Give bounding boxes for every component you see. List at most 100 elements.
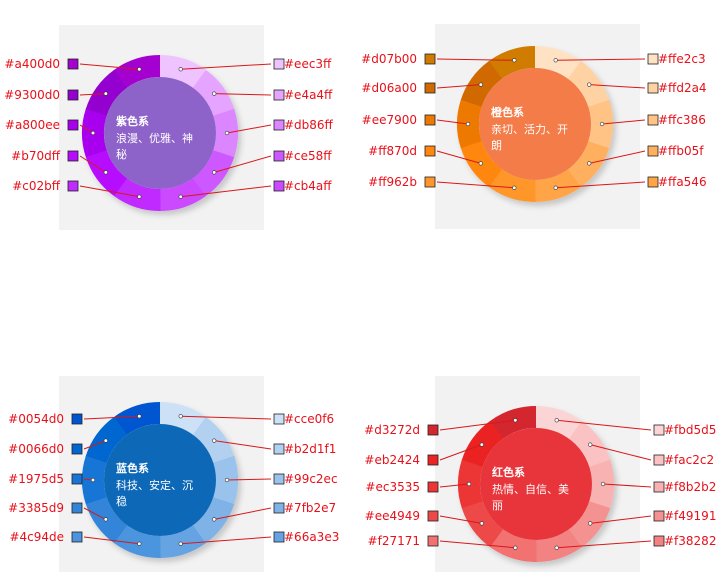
hex-label: #ee4949: [365, 509, 420, 523]
leader-anchor: [103, 170, 108, 175]
palette-title: 蓝色系: [116, 461, 149, 475]
hex-label: #9300d0: [4, 88, 60, 102]
ring-segment-right: [159, 525, 206, 559]
leader-anchor: [478, 82, 483, 87]
color-swatch: [273, 119, 285, 131]
color-swatch: [424, 114, 436, 126]
leader-anchor: [513, 545, 518, 550]
hex-label: #b70dff: [11, 149, 61, 163]
leader-line: [226, 478, 272, 481]
leader-line: [79, 185, 140, 198]
hex-label: #0066d0: [8, 442, 64, 456]
leader-line: [180, 185, 272, 198]
leader-line: [214, 440, 272, 450]
hex-label: #0054d0: [8, 412, 64, 426]
color-swatch: [71, 473, 83, 485]
color-swatch: [647, 114, 659, 126]
leader-anchor: [588, 442, 593, 447]
hex-label: #ffb05f: [658, 144, 704, 158]
donut-center: [104, 424, 216, 536]
leader-anchor: [103, 438, 108, 443]
leader-line: [436, 84, 481, 89]
leader-anchor: [588, 521, 593, 526]
ring-segment-right: [534, 169, 581, 202]
hex-label: #ce58ff: [284, 149, 332, 163]
leader-line: [79, 93, 106, 96]
hex-label: #cb4aff: [284, 179, 332, 193]
leader-anchor: [466, 481, 472, 487]
color-swatch: [424, 145, 436, 157]
leader-line: [556, 540, 652, 549]
leader-anchor: [554, 545, 559, 550]
ring-segment-left: [113, 402, 160, 435]
ring-segment-left: [490, 529, 537, 562]
leader-anchor: [90, 477, 96, 483]
palette-title: 紫色系: [116, 114, 149, 128]
leader-line: [436, 181, 515, 189]
hex-label: #f38282: [664, 534, 716, 548]
leader-anchor: [212, 517, 217, 522]
leader-anchor: [212, 91, 217, 96]
leader-line: [180, 415, 272, 420]
palette-description: 秘: [116, 147, 127, 161]
hex-label: #d06a00: [361, 81, 417, 95]
leader-anchor: [224, 477, 230, 483]
palette-description: 热情、自信、美: [492, 483, 569, 496]
donut-center: [479, 68, 591, 180]
ring-segment-right: [160, 402, 207, 435]
leader-anchor: [178, 541, 183, 546]
hex-label: #d3272d: [364, 423, 420, 437]
leader-line: [226, 124, 272, 134]
leader-line: [436, 119, 469, 125]
color-swatch: [647, 53, 659, 65]
leader-line: [436, 150, 481, 164]
palette-description: 朗: [491, 139, 502, 152]
leader-line: [590, 444, 652, 461]
leader-anchor: [553, 58, 558, 63]
leader-line: [439, 483, 470, 488]
leader-anchor: [224, 130, 230, 136]
leader-anchor: [512, 58, 517, 63]
leader-line: [439, 540, 516, 549]
palette-description: 稳: [116, 494, 127, 508]
leader-line: [83, 415, 140, 420]
hex-label: #ffd2a4: [658, 81, 707, 95]
leader-line: [83, 536, 140, 545]
palette-description: 浪漫、优雅、神: [116, 131, 193, 145]
hex-label: #3385d9: [8, 501, 64, 515]
color-swatch: [67, 58, 79, 70]
ring-segment-left: [489, 406, 536, 439]
color-swatch: [427, 481, 439, 493]
ring-segment-right: [160, 55, 207, 88]
color-swatch: [67, 180, 79, 192]
hex-label: #99c2ec: [284, 472, 338, 486]
hex-label: #ff870d: [368, 144, 417, 158]
ring-segment-right: [535, 46, 582, 79]
leader-anchor: [178, 414, 183, 419]
hex-label: #e4a4ff: [284, 88, 333, 102]
color-swatch: [71, 413, 83, 425]
leader-anchor: [103, 517, 108, 522]
leader-anchor: [587, 82, 592, 87]
color-swatch: [273, 89, 285, 101]
hex-label: #a400d0: [4, 57, 60, 71]
leader-anchor: [178, 67, 183, 72]
color-swatch: [67, 150, 79, 162]
color-swatch: [71, 531, 83, 543]
leader-line: [556, 419, 652, 431]
color-swatch: [273, 473, 285, 485]
color-swatch: [273, 413, 285, 425]
color-swatch: [653, 510, 665, 522]
color-swatch: [427, 510, 439, 522]
leader-anchor: [90, 130, 96, 136]
hex-label: #b2d1f1: [284, 442, 336, 456]
color-swatch: [653, 454, 665, 466]
hex-label: #ee7900: [362, 113, 417, 127]
hex-label: #66a3e3: [284, 530, 339, 544]
color-swatch: [424, 82, 436, 94]
hex-label: #ec3535: [365, 480, 420, 494]
leader-line: [555, 58, 646, 61]
leader-line: [601, 119, 646, 125]
